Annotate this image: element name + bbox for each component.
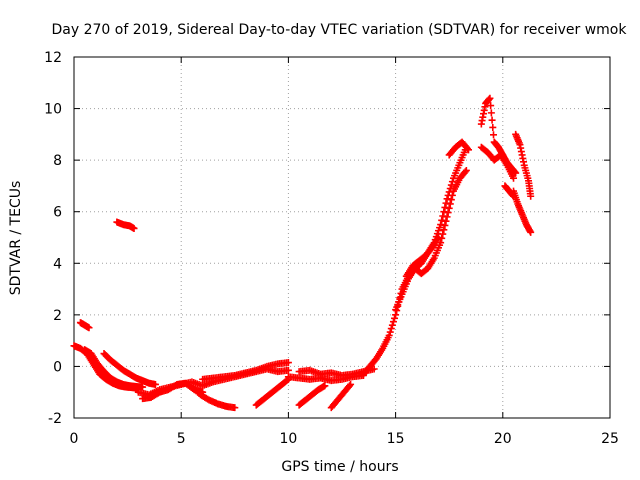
- x-axis-label: GPS time / hours: [281, 459, 398, 475]
- data-point: [391, 314, 399, 322]
- series-arc-c: [100, 350, 159, 388]
- data-point: [389, 318, 397, 326]
- data-point: [489, 123, 497, 131]
- data-point: [486, 94, 494, 102]
- data-point: [446, 200, 454, 208]
- data-point: [487, 102, 495, 110]
- data-point: [284, 359, 292, 367]
- series-arc-d: [76, 319, 93, 332]
- data-point: [448, 178, 456, 186]
- data-point: [443, 195, 451, 203]
- data-point: [231, 404, 239, 412]
- series-arc-h: [188, 383, 239, 412]
- y-tick-label: 2: [53, 308, 62, 324]
- data-point: [448, 191, 456, 199]
- x-tick-label: 10: [279, 431, 297, 447]
- data-point: [462, 166, 470, 174]
- data-point: [461, 168, 469, 176]
- series-arc-e: [113, 218, 138, 232]
- data-point: [439, 230, 447, 238]
- series-arc-r: [445, 138, 472, 159]
- data-point: [463, 145, 471, 153]
- y-tick-label: 6: [53, 205, 62, 221]
- data-point: [488, 116, 496, 124]
- grid-layer: [74, 57, 610, 418]
- data-point: [439, 212, 447, 220]
- data-point: [440, 226, 448, 234]
- data-point: [321, 382, 329, 390]
- data-point: [490, 131, 498, 139]
- data-point: [445, 204, 453, 212]
- data-point: [151, 380, 159, 388]
- data-point: [434, 234, 442, 241]
- data-point: [438, 216, 446, 224]
- series-arc-t: [477, 143, 518, 182]
- data-point: [347, 380, 355, 388]
- points-layer: [70, 94, 535, 412]
- data-point: [447, 196, 455, 204]
- data-point: [442, 199, 450, 207]
- x-tick-label: 25: [601, 431, 619, 447]
- chart-title: Day 270 of 2019, Sidereal Day-to-day VTE…: [52, 22, 628, 38]
- data-point: [441, 203, 449, 211]
- data-point: [388, 321, 396, 329]
- data-point: [464, 146, 472, 154]
- data-point: [85, 324, 93, 332]
- data-point: [385, 331, 393, 339]
- data-point: [346, 382, 354, 390]
- data-point: [139, 383, 147, 391]
- series-arc-q: [402, 234, 442, 280]
- ticks-layer: 0 5 10 15 20 25 -2 0 2 4 6 8 10 12: [44, 50, 619, 447]
- data-point: [527, 192, 535, 200]
- data-point: [444, 209, 452, 217]
- data-point: [370, 365, 378, 373]
- y-axis-label: SDTVAR / TECUs: [8, 181, 24, 296]
- data-point: [438, 234, 446, 242]
- data-point: [527, 228, 535, 236]
- x-tick-label: 15: [387, 431, 405, 447]
- x-tick-label: 5: [177, 431, 186, 447]
- y-tick-label: 4: [53, 256, 62, 272]
- series-arc-m: [327, 380, 355, 412]
- data-point: [487, 109, 495, 117]
- data-point: [387, 325, 395, 333]
- series-arc-i: [199, 359, 292, 383]
- data-point: [510, 174, 518, 182]
- series-arc-l: [295, 382, 329, 409]
- y-tick-label: -2: [48, 411, 62, 427]
- series-arc-p: [392, 166, 470, 314]
- x-tick-label: 20: [494, 431, 512, 447]
- data-point: [442, 217, 450, 225]
- data-point: [510, 192, 518, 200]
- y-tick-label: 8: [53, 153, 62, 169]
- data-point: [443, 213, 451, 221]
- series-arc-b: [81, 346, 147, 391]
- data-point: [445, 188, 453, 196]
- plot-frame: [73, 56, 611, 419]
- series-arc-u: [512, 130, 535, 200]
- y-tick-label: 12: [44, 50, 62, 66]
- data-point: [386, 328, 394, 336]
- x-tick-label: 0: [70, 431, 79, 447]
- series-arc-w: [501, 182, 518, 200]
- series-arc-j: [252, 375, 292, 409]
- y-tick-label: 0: [53, 359, 62, 375]
- data-point: [437, 221, 445, 229]
- data-point: [441, 221, 449, 229]
- y-tick-label: 10: [44, 102, 62, 118]
- data-point: [284, 366, 292, 374]
- data-point: [440, 208, 448, 216]
- data-point: [130, 224, 138, 232]
